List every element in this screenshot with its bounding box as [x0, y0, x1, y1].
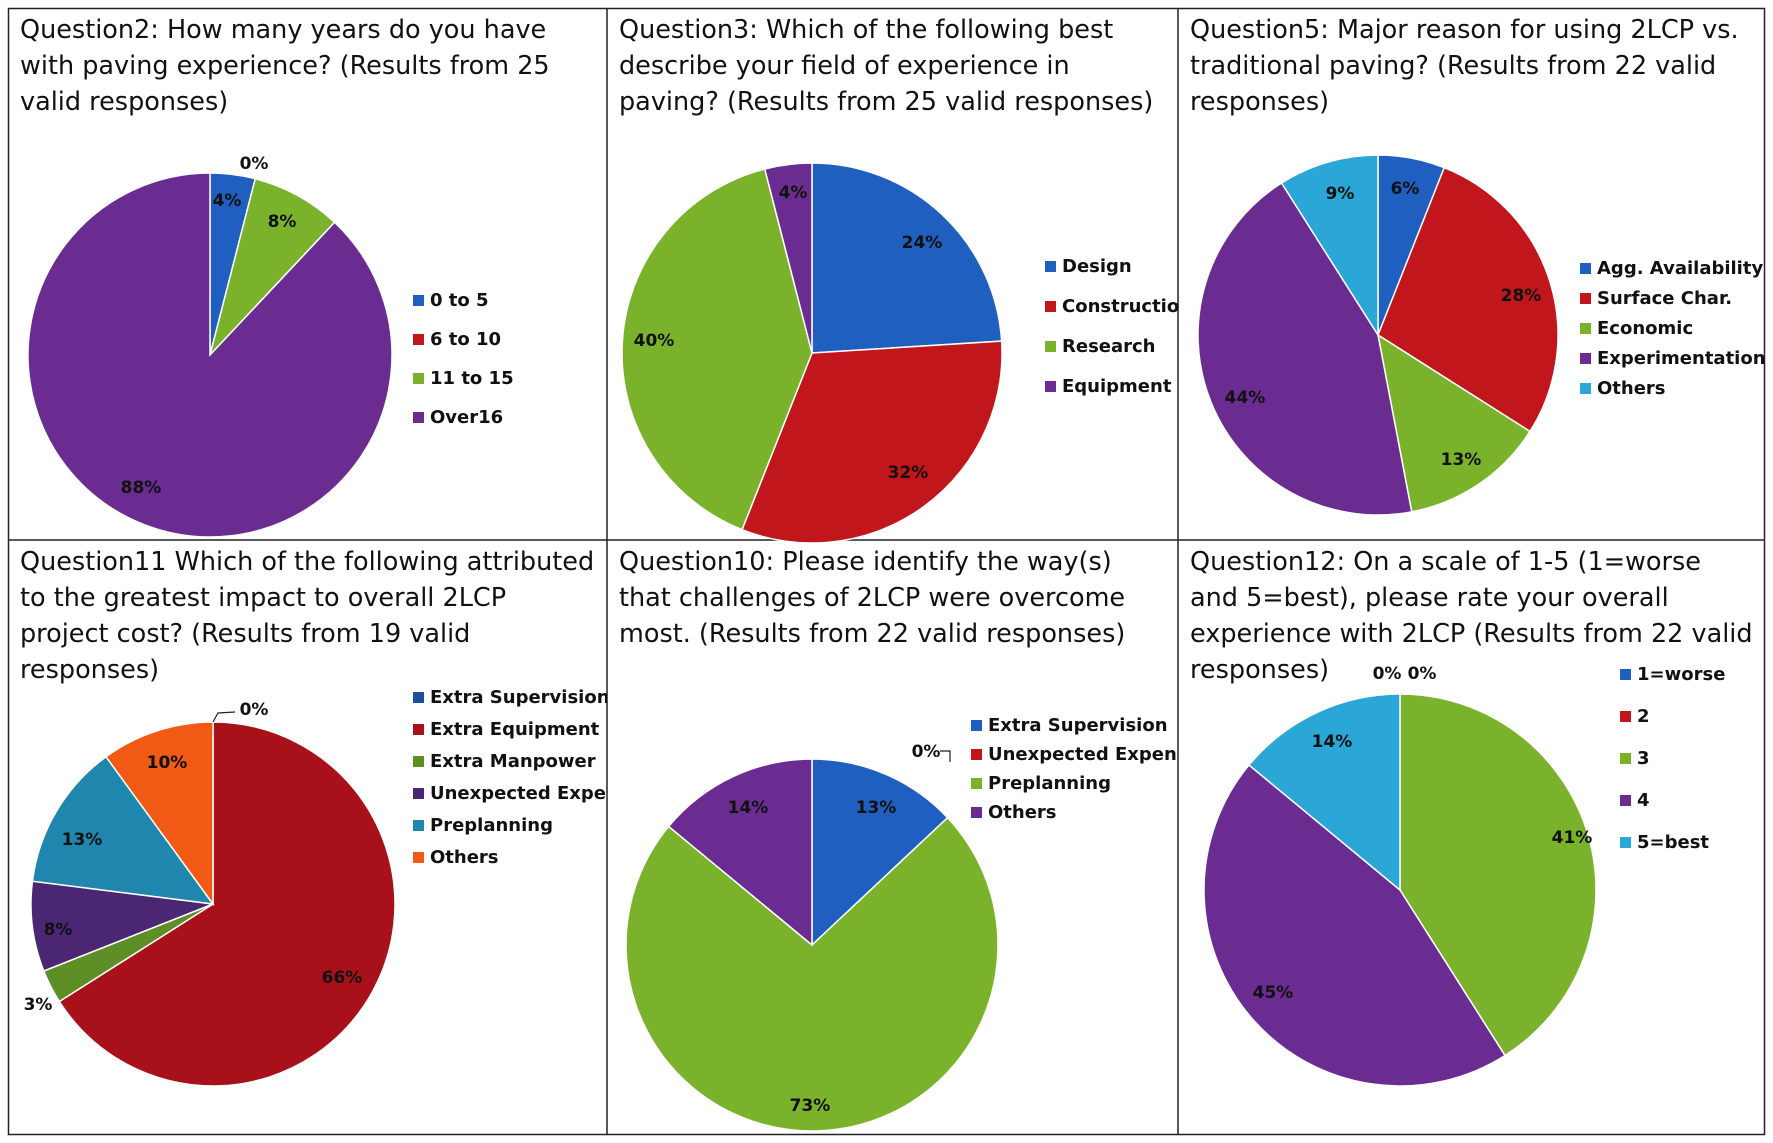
chart-title: Question10: Please identify the way(s) t…	[619, 547, 1126, 649]
legend-item: Others	[971, 798, 1178, 827]
legend-item: Over16	[413, 398, 603, 437]
legend-label: 6 to 10	[430, 329, 502, 350]
legend-swatch	[1620, 794, 1631, 806]
chart-legend: Extra Supervision Unexpected Expendit Prep…	[971, 711, 1178, 827]
legend-swatch	[1045, 260, 1056, 272]
legend-label: 1=worse	[1637, 663, 1726, 685]
legend-swatch	[1580, 262, 1591, 274]
legend-label: Others	[430, 846, 499, 868]
legend-label: Over16	[430, 407, 504, 428]
legend-swatch	[413, 334, 424, 345]
legend-label: Others	[988, 802, 1057, 823]
legend-label: Design	[1062, 255, 1132, 277]
chart-legend: Design Construction Research Equipment	[1045, 246, 1180, 406]
legend-swatch	[1045, 300, 1056, 312]
chart-title: Question12: On a scale of 1-5 (1=worse a…	[1190, 547, 1753, 685]
chart-title: Question2: How many years do you have wi…	[20, 15, 550, 117]
chart-title: Question11 Which of the following attrib…	[20, 547, 595, 685]
legend-label: 3	[1637, 747, 1650, 769]
legend-label: 4	[1637, 789, 1650, 811]
legend-label: Extra Supervision	[988, 715, 1168, 736]
legend-label: Economic	[1597, 317, 1694, 339]
legend-swatch	[1620, 710, 1631, 722]
legend-swatch	[1580, 352, 1591, 364]
legend-swatch	[971, 749, 982, 760]
legend-item: Design	[1045, 246, 1180, 286]
legend-swatch	[1620, 836, 1631, 848]
legend-swatch	[971, 720, 982, 731]
legend-item: Extra Supervision	[971, 711, 1178, 740]
legend-swatch	[413, 373, 424, 384]
chart-legend: 1=worse 2 3 4 5=best	[1620, 653, 1765, 863]
chart-legend: 0 to 5 6 to 10 11 to 15 Over16	[413, 281, 603, 437]
legend-label: Agg. Availability	[1597, 257, 1764, 279]
legend-swatch	[413, 755, 424, 767]
legend-item: 3	[1620, 737, 1765, 779]
legend-label: 2	[1637, 705, 1650, 727]
legend-item: Agg. Availability	[1580, 253, 1765, 283]
legend-swatch	[413, 723, 424, 735]
legend-swatch	[1620, 668, 1631, 680]
legend-label: 0 to 5	[430, 290, 489, 311]
legend-swatch	[971, 778, 982, 789]
legend-item: Extra Supervision	[413, 681, 607, 713]
chart-title: Question3: Which of the following best d…	[619, 15, 1154, 117]
legend-swatch	[1580, 322, 1591, 334]
legend-swatch	[413, 851, 424, 863]
legend-label: Extra Supervision	[430, 686, 607, 708]
legend-item: Unexpected Expendit	[971, 740, 1178, 769]
legend-item: Preplanning	[971, 769, 1178, 798]
chart-title: Question5: Major reason for using 2LCP v…	[1190, 15, 1739, 117]
legend-swatch	[413, 787, 424, 799]
legend-label: Surface Char.	[1597, 287, 1733, 309]
legend-label: Equipment	[1062, 375, 1172, 397]
legend-swatch	[413, 819, 424, 831]
legend-item: 5=best	[1620, 821, 1765, 863]
legend-item: 4	[1620, 779, 1765, 821]
legend-item: 6 to 10	[413, 320, 603, 359]
legend-item: Extra Equipment	[413, 713, 607, 745]
legend-swatch	[1580, 292, 1591, 304]
legend-item: Others	[413, 841, 607, 873]
chart-legend: Extra Supervision Extra Equipment Extra Ma…	[413, 681, 607, 873]
legend-label: Experimentation	[1597, 347, 1765, 369]
legend-item: Unexpected Expendit	[413, 777, 607, 809]
legend-item: 0 to 5	[413, 281, 603, 320]
legend-label: Unexpected Expendit	[988, 744, 1178, 765]
legend-label: Others	[1597, 377, 1666, 399]
legend-label: Preplanning	[430, 814, 553, 836]
legend-item: Extra Manpower	[413, 745, 607, 777]
legend-item: Surface Char.	[1580, 283, 1765, 313]
chart-legend: Agg. Availability Surface Char. Economic Ex…	[1580, 253, 1765, 403]
legend-label: Research	[1062, 335, 1156, 357]
legend-swatch	[413, 295, 424, 306]
legend-item: Economic	[1580, 313, 1765, 343]
legend-label: 11 to 15	[430, 368, 514, 389]
legend-label: Extra Equipment	[430, 718, 600, 740]
grid-outer-border	[7, 7, 1766, 1136]
legend-item: Research	[1045, 326, 1180, 366]
legend-item: Preplanning	[413, 809, 607, 841]
legend-label: Unexpected Expendit	[430, 782, 607, 804]
legend-label: 5=best	[1637, 831, 1710, 853]
legend-label: Extra Manpower	[430, 750, 596, 772]
legend-item: 2	[1620, 695, 1765, 737]
legend-label: Preplanning	[988, 773, 1111, 794]
legend-swatch	[413, 691, 424, 703]
legend-swatch	[971, 807, 982, 818]
legend-swatch	[1580, 382, 1591, 394]
legend-swatch	[1620, 752, 1631, 764]
legend-item: Construction	[1045, 286, 1180, 326]
legend-item: Experimentation	[1580, 343, 1765, 373]
legend-swatch	[413, 412, 424, 423]
legend-label: Construction	[1062, 295, 1180, 317]
legend-item: 1=worse	[1620, 653, 1765, 695]
legend-swatch	[1045, 340, 1056, 352]
legend-item: Others	[1580, 373, 1765, 403]
legend-item: 11 to 15	[413, 359, 603, 398]
legend-item: Equipment	[1045, 366, 1180, 406]
legend-swatch	[1045, 380, 1056, 392]
